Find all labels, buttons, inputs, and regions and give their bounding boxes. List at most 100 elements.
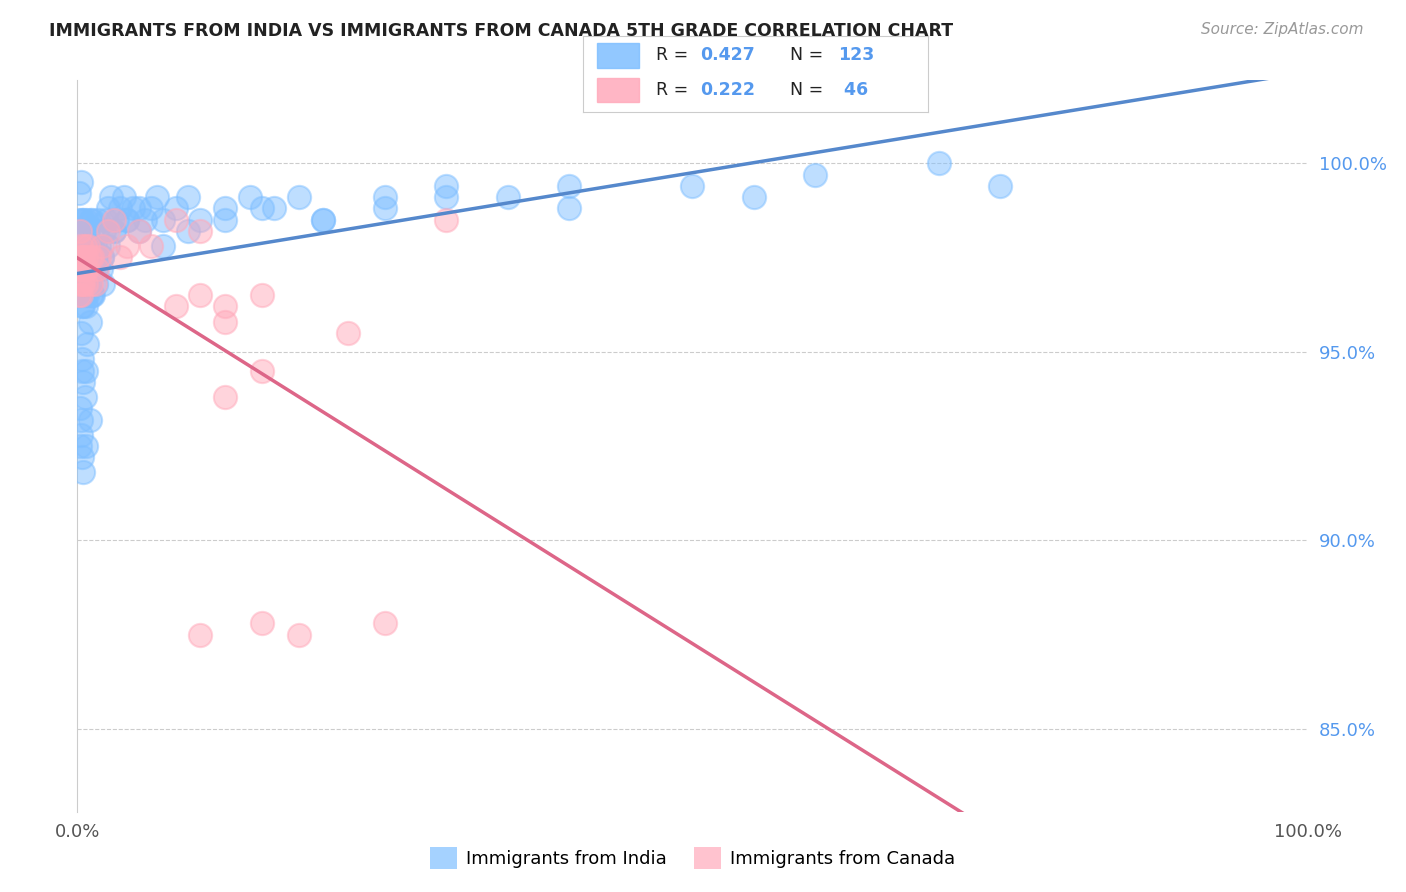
Point xyxy=(77,251,100,265)
Point xyxy=(69,277,91,291)
Point xyxy=(70,352,93,367)
Point xyxy=(70,239,93,253)
Point xyxy=(87,212,110,227)
Point xyxy=(77,277,100,291)
Point xyxy=(89,239,111,253)
Point xyxy=(79,212,101,227)
Point xyxy=(70,251,93,265)
Point xyxy=(91,277,114,291)
Point xyxy=(190,224,212,238)
Point xyxy=(146,190,169,204)
Point xyxy=(77,239,100,253)
Point xyxy=(214,390,236,404)
Point xyxy=(115,239,138,253)
Point xyxy=(128,202,150,216)
Point xyxy=(250,616,273,631)
Point xyxy=(80,277,103,291)
Point xyxy=(100,190,122,204)
Point xyxy=(76,261,98,276)
Point xyxy=(79,251,101,265)
Point xyxy=(70,427,93,442)
Point xyxy=(70,277,93,291)
Point xyxy=(70,251,93,265)
Text: 123: 123 xyxy=(838,46,875,64)
Point xyxy=(436,190,458,204)
Point xyxy=(112,190,135,204)
Point xyxy=(72,375,94,389)
Point xyxy=(134,212,156,227)
Point xyxy=(190,627,212,641)
Point xyxy=(82,261,104,276)
Point xyxy=(69,288,91,302)
Legend: Immigrants from India, Immigrants from Canada: Immigrants from India, Immigrants from C… xyxy=(423,839,962,876)
Point xyxy=(558,202,581,216)
Point xyxy=(72,466,94,480)
Point xyxy=(141,202,163,216)
Point xyxy=(76,239,98,253)
Point xyxy=(152,239,174,253)
Point xyxy=(70,261,93,276)
Point xyxy=(70,239,93,253)
Point xyxy=(263,202,285,216)
Point xyxy=(436,212,458,227)
Point xyxy=(75,277,97,291)
Point xyxy=(115,212,138,227)
Point xyxy=(73,261,96,276)
Point xyxy=(436,178,458,193)
Point xyxy=(70,224,93,238)
Point xyxy=(97,202,120,216)
Point xyxy=(103,224,125,238)
Text: 46: 46 xyxy=(838,81,869,99)
Point xyxy=(165,300,187,314)
Point xyxy=(69,224,91,238)
Point xyxy=(128,224,150,238)
Point xyxy=(250,363,273,377)
Text: IMMIGRANTS FROM INDIA VS IMMIGRANTS FROM CANADA 5TH GRADE CORRELATION CHART: IMMIGRANTS FROM INDIA VS IMMIGRANTS FROM… xyxy=(49,22,953,40)
Point xyxy=(70,363,93,377)
Point xyxy=(79,315,101,329)
Point xyxy=(288,190,311,204)
Point xyxy=(190,288,212,302)
Point xyxy=(288,627,311,641)
Point xyxy=(90,239,114,253)
Point xyxy=(70,300,93,314)
Point xyxy=(75,439,97,453)
Point xyxy=(250,202,273,216)
Point xyxy=(69,261,91,276)
Point xyxy=(97,224,120,238)
Point xyxy=(72,251,94,265)
Point xyxy=(69,251,91,265)
Point xyxy=(558,178,581,193)
Point xyxy=(82,288,104,302)
Point xyxy=(374,202,396,216)
Point xyxy=(69,266,91,280)
Point xyxy=(75,277,97,291)
Point xyxy=(152,212,174,227)
Point xyxy=(239,190,262,204)
Point xyxy=(67,288,90,302)
Point xyxy=(94,212,117,227)
Point xyxy=(90,251,114,265)
Point xyxy=(84,251,107,265)
Point xyxy=(214,212,236,227)
Point xyxy=(103,212,125,227)
Point xyxy=(70,450,93,465)
Point xyxy=(115,212,138,227)
Point xyxy=(70,288,93,302)
Point xyxy=(75,251,97,265)
Point xyxy=(121,202,143,216)
Text: 0.222: 0.222 xyxy=(700,81,755,99)
Point xyxy=(90,251,114,265)
Point xyxy=(79,412,101,426)
Point xyxy=(165,202,187,216)
Point xyxy=(73,390,96,404)
Point xyxy=(72,277,94,291)
Point xyxy=(72,251,94,265)
Text: R =: R = xyxy=(655,46,693,64)
Text: N =: N = xyxy=(790,81,830,99)
Point xyxy=(988,178,1011,193)
Point xyxy=(76,261,98,276)
Point xyxy=(75,212,97,227)
Point xyxy=(69,224,91,238)
Text: Source: ZipAtlas.com: Source: ZipAtlas.com xyxy=(1201,22,1364,37)
